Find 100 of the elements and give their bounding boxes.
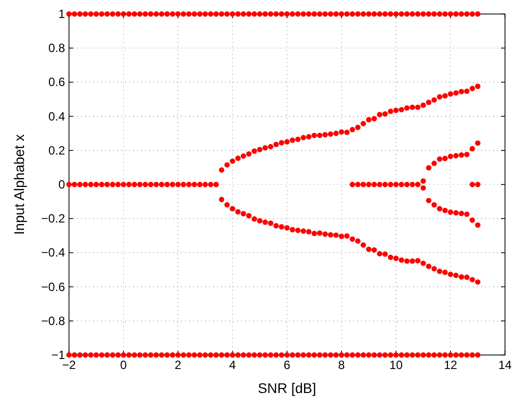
point <box>317 230 322 236</box>
x-tick-label: 2 <box>174 358 182 372</box>
point <box>208 182 214 188</box>
point <box>132 182 138 188</box>
point <box>426 198 432 204</box>
point <box>372 182 377 188</box>
point <box>393 256 399 262</box>
point <box>273 223 279 228</box>
point <box>426 100 432 106</box>
point <box>284 225 290 231</box>
point <box>398 257 404 263</box>
point <box>94 182 99 188</box>
point <box>431 97 437 103</box>
point <box>453 210 459 216</box>
y-tick-label: −0.6 <box>41 280 66 294</box>
point <box>235 156 241 161</box>
point <box>464 274 470 280</box>
point <box>202 182 208 188</box>
point <box>115 182 121 188</box>
point <box>268 220 274 226</box>
point <box>458 274 464 280</box>
point <box>338 129 344 135</box>
point <box>262 145 268 151</box>
point <box>436 268 442 274</box>
point <box>218 196 224 202</box>
point <box>360 242 366 248</box>
point <box>328 131 334 137</box>
y-tick-label: 0.6 <box>48 75 66 90</box>
point <box>295 136 301 142</box>
point <box>350 236 356 242</box>
point <box>175 182 181 188</box>
point <box>420 260 426 266</box>
point <box>344 233 350 239</box>
point <box>453 90 459 96</box>
point <box>431 160 437 166</box>
y-tick-label: −0.8 <box>41 314 66 328</box>
point <box>284 139 290 145</box>
point <box>322 231 328 237</box>
point <box>317 132 322 138</box>
point <box>448 209 454 215</box>
point <box>333 232 339 238</box>
x-tick-label: 12 <box>444 358 458 372</box>
point <box>240 153 246 159</box>
point <box>431 266 437 272</box>
point <box>415 182 420 188</box>
point <box>470 182 475 188</box>
point <box>240 210 246 216</box>
point <box>170 182 176 188</box>
point <box>470 146 475 152</box>
point <box>328 232 334 238</box>
point <box>252 148 257 154</box>
point <box>257 146 262 152</box>
point <box>137 182 143 188</box>
point <box>393 182 399 188</box>
point <box>420 102 426 108</box>
point <box>382 111 388 117</box>
point <box>104 182 110 188</box>
point <box>224 162 230 168</box>
point <box>436 94 442 100</box>
point <box>470 217 475 223</box>
point <box>154 182 159 188</box>
y-tick-label: 0.8 <box>48 41 66 56</box>
point <box>442 93 448 99</box>
point <box>475 84 480 89</box>
point <box>235 209 241 214</box>
point <box>88 182 94 188</box>
point <box>360 182 366 188</box>
point <box>393 108 399 114</box>
point <box>110 182 116 188</box>
point <box>268 144 274 150</box>
point <box>290 137 296 143</box>
point <box>453 152 459 158</box>
point <box>246 213 252 218</box>
point <box>142 182 148 188</box>
point <box>415 258 420 264</box>
point <box>213 182 219 188</box>
point <box>262 219 268 225</box>
y-tick-label: −0.2 <box>41 212 66 226</box>
point <box>126 182 132 188</box>
point <box>442 156 448 162</box>
point <box>398 182 404 188</box>
point <box>350 126 356 132</box>
y-tick-label: −0.4 <box>41 246 66 260</box>
point <box>246 151 252 157</box>
point <box>475 222 480 228</box>
point <box>458 210 464 216</box>
point <box>470 86 475 92</box>
point <box>257 218 262 224</box>
point <box>186 182 192 188</box>
point <box>366 117 372 122</box>
point <box>376 112 382 118</box>
x-tick-label: 8 <box>338 358 346 372</box>
point <box>376 182 382 188</box>
point <box>404 105 410 111</box>
point <box>464 88 470 94</box>
point <box>442 208 448 214</box>
point <box>344 130 350 136</box>
x-tick-label: 4 <box>229 358 236 372</box>
point <box>72 182 78 188</box>
point <box>398 106 404 112</box>
